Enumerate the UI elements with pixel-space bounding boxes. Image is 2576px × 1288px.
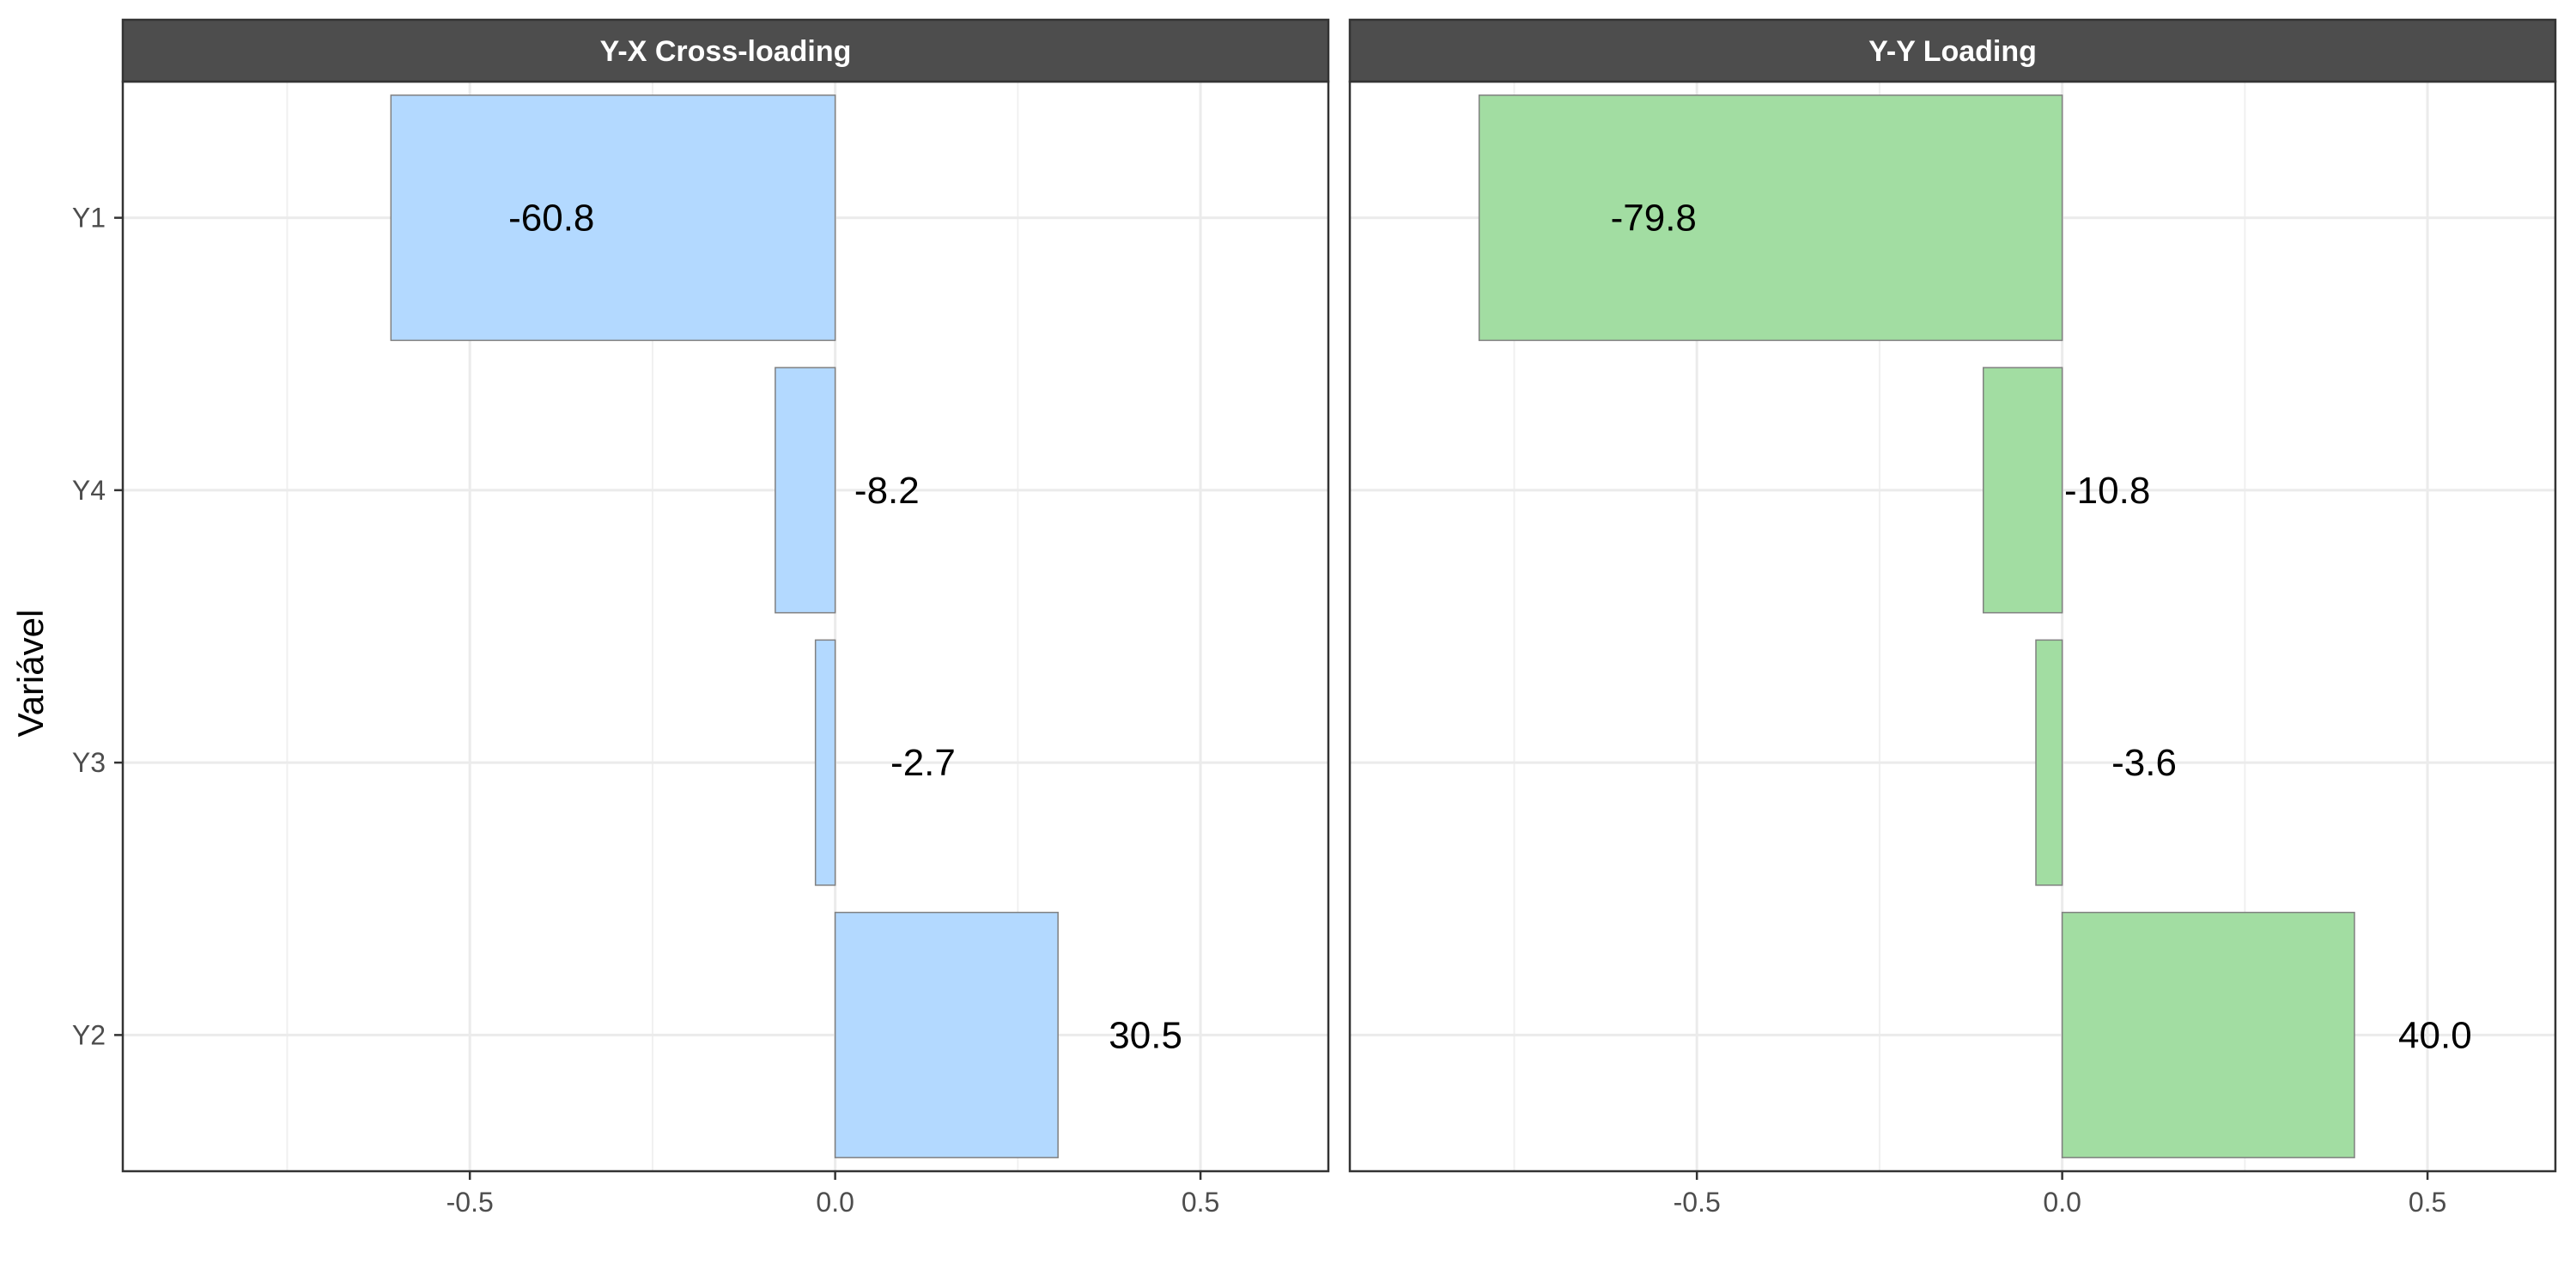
bar-y1	[1478, 94, 2063, 342]
bar-y3	[2035, 639, 2063, 886]
bar-y2	[834, 911, 1059, 1158]
x-tick-label: 0.5	[1182, 1187, 1219, 1218]
x-tick-label: 0.5	[2409, 1187, 2446, 1218]
bar-y3	[814, 639, 836, 886]
bar-y2	[2061, 911, 2355, 1158]
panels-group: -60.8 -8.2 -2.7 30.5 Y-X Cross-loading -0.5 0.…	[72, 18, 2557, 1218]
facet-title: Y-Y Loading	[1868, 35, 2037, 68]
y-tick-label-y4: Y4	[72, 475, 106, 506]
facet-strip	[121, 18, 1330, 83]
value-label-y3: -3.6	[2111, 742, 2177, 784]
value-label-y3: -2.7	[890, 742, 956, 784]
value-label-y4: -10.8	[2064, 470, 2150, 512]
x-tick-label: 0.0	[816, 1187, 854, 1218]
facet-panel-1: -60.8 -8.2 -2.7 30.5 Y-X Cross-loading -0.5 0.…	[72, 18, 1330, 1218]
facet-strip	[1348, 18, 2557, 83]
value-label-y2: 30.5	[1109, 1014, 1182, 1056]
y-tick-label-y1: Y1	[72, 203, 106, 234]
x-tick-label: 0.0	[2043, 1187, 2081, 1218]
bar-y1	[390, 94, 836, 342]
bar-y4	[1982, 367, 2063, 614]
x-tick-label: -0.5	[447, 1187, 494, 1218]
facet-title: Y-X Cross-loading	[600, 35, 852, 68]
y-axis-title: Variável	[10, 610, 51, 738]
value-label-y1: -60.8	[508, 197, 594, 240]
bar-y4	[775, 367, 836, 614]
facet-panel-2: -79.8 -10.8 -3.6 40.0 Y-Y Loading -0.5 0.0 0.5	[1348, 18, 2557, 1218]
value-label-y4: -8.2	[854, 470, 920, 512]
x-tick-label: -0.5	[1674, 1187, 1721, 1218]
y-tick-label-y2: Y2	[72, 1019, 106, 1050]
value-label-y2: 40.0	[2398, 1014, 2472, 1056]
y-tick-label-y3: Y3	[72, 747, 106, 778]
value-label-y1: -79.8	[1611, 197, 1697, 240]
